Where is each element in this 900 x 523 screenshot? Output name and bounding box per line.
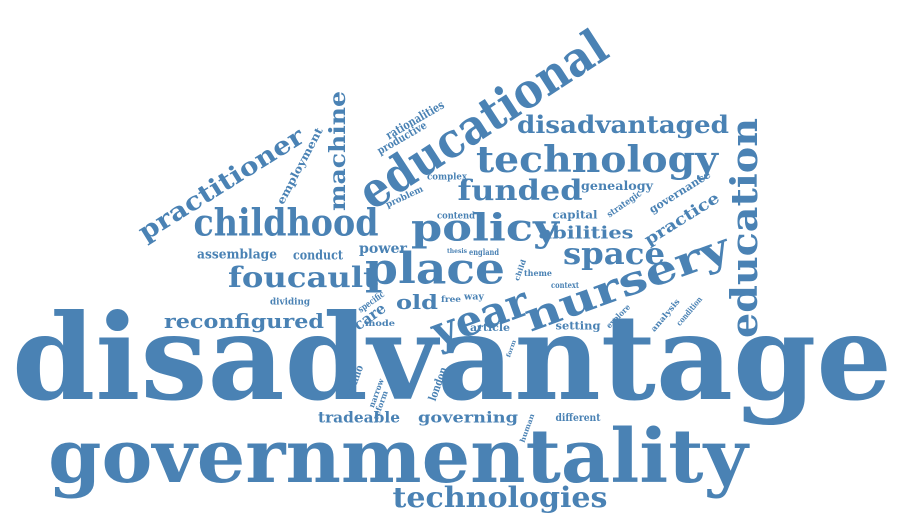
- cloud-word-disadvantaged: disadvantaged: [516, 110, 730, 139]
- cloud-word-governmentality: governmentality: [48, 414, 748, 500]
- cloud-word-technologies: technologies: [392, 481, 608, 514]
- cloud-word-governing: governing: [418, 408, 518, 427]
- cloud-word-funded: funded: [457, 174, 583, 207]
- cloud-word-childhood: childhood: [193, 200, 379, 245]
- cloud-word-thesis: thesis: [446, 248, 468, 255]
- cloud-word-reconfigured: reconfigured: [163, 309, 325, 333]
- cloud-word-space: space: [562, 237, 666, 272]
- cloud-word-england: england: [469, 247, 499, 257]
- cloud-word-mode: mode: [365, 318, 395, 328]
- cloud-word-assemblage: assemblage: [197, 247, 277, 263]
- cloud-word-place: place: [365, 244, 505, 295]
- cloud-word-abilities: abilities: [538, 223, 634, 244]
- cloud-word-dividing: dividing: [269, 297, 311, 308]
- cloud-word-theme: theme: [524, 268, 552, 278]
- cloud-word-policy: policy: [411, 205, 559, 250]
- cloud-word-free: free: [440, 294, 462, 304]
- cloud-word-old: old: [395, 290, 439, 314]
- cloud-word-strategic: strategic: [605, 189, 644, 221]
- cloud-word-different: different: [555, 413, 601, 424]
- cloud-word-power: power: [359, 241, 407, 257]
- cloud-word-complex: complex: [426, 172, 468, 183]
- cloud-word-context: context: [550, 280, 580, 290]
- cloud-word-capital: capital: [552, 208, 598, 222]
- cloud-word-machine: machine: [325, 90, 351, 212]
- cloud-word-technology: technology: [476, 139, 718, 181]
- cloud-word-setting: setting: [555, 319, 601, 333]
- cloud-word-education: education: [724, 118, 766, 338]
- cloud-word-contend: contend: [436, 211, 476, 222]
- cloud-word-disadvantage: disadvantage: [12, 288, 892, 427]
- cloud-word-conduct: conduct: [292, 248, 344, 264]
- cloud-word-tradeable: tradeable: [317, 408, 401, 427]
- cloud-word-article: article: [470, 323, 510, 334]
- cloud-word-foucault: foucault: [228, 261, 378, 294]
- cloud-word-genealogy: genealogy: [581, 179, 653, 193]
- cloud-word-way: way: [464, 292, 484, 303]
